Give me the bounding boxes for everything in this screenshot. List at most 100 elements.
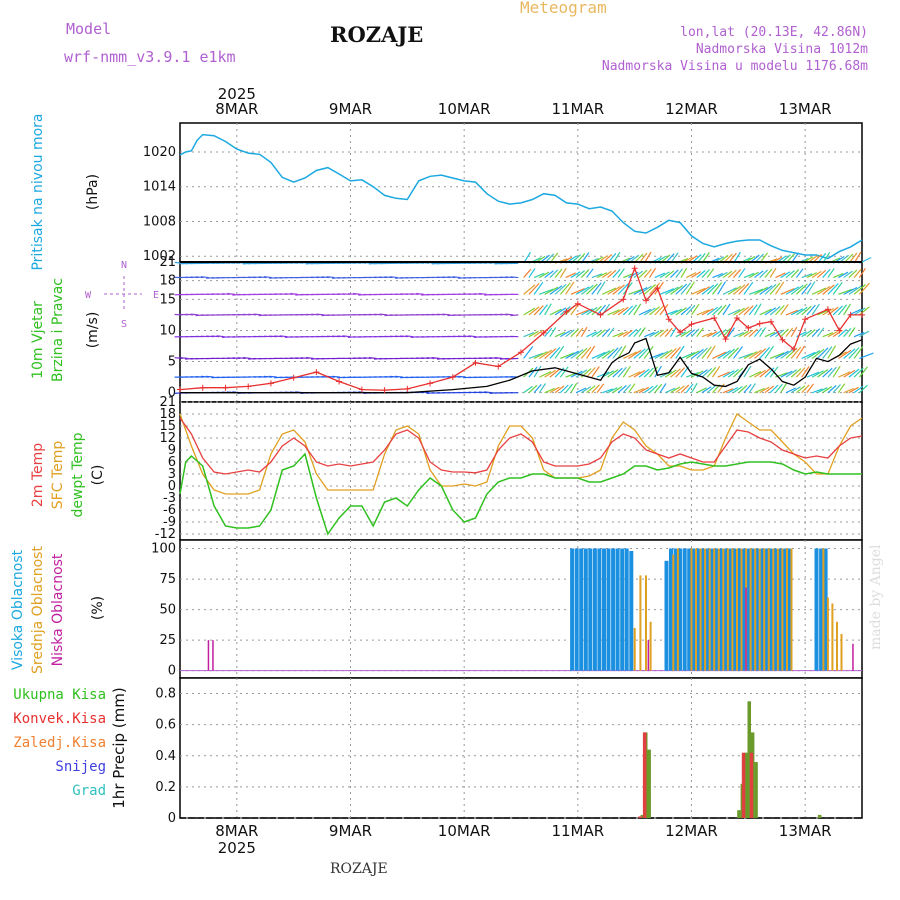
wind-arrow: [785, 369, 798, 378]
wind-arrow: [290, 292, 299, 295]
wind-arrow: [691, 287, 706, 295]
wind-speed-marker: [563, 308, 570, 315]
wind-speed-marker: [722, 336, 729, 343]
wind-arrow: [811, 348, 825, 359]
wind-arrow: [759, 386, 770, 394]
wind-arrow: [539, 288, 554, 295]
wind-arrow: [838, 288, 853, 295]
wind-arrow: [649, 282, 661, 295]
wind-arrow: [342, 335, 351, 338]
wind-arrow: [733, 307, 745, 316]
cloud-high-bar: [764, 548, 769, 671]
y-tick-label: 0: [168, 664, 176, 679]
wind-arrow: [675, 385, 685, 394]
wind-arrow: [649, 384, 659, 394]
wind-speed-marker: [404, 385, 411, 392]
wind-arrow: [785, 387, 797, 394]
x-tick-label-bottom: 11MAR: [551, 822, 604, 840]
cloud-high-bar: [606, 548, 611, 671]
y-tick-label: 1002: [143, 249, 176, 264]
wind-arrow: [654, 329, 664, 338]
wind-arrow: [843, 328, 852, 338]
wind-arrow: [559, 384, 569, 394]
wind-ylabel-1: 10m Vjetar: [30, 301, 46, 379]
wind-arrow: [727, 327, 735, 338]
wind-arrow: [523, 331, 535, 338]
wind-arrow: [680, 330, 691, 338]
wind-arrow: [190, 313, 199, 316]
wind-arrow: [400, 335, 409, 338]
wind-arrow: [759, 346, 771, 359]
wind-arrow: [743, 272, 755, 279]
wind-arrow: [638, 368, 650, 378]
cloud-high-bar: [741, 548, 746, 671]
wind-arrow: [539, 371, 552, 378]
wind-arrow: [754, 348, 767, 359]
wind-arrow: [675, 367, 686, 378]
wind-arrow: [560, 330, 571, 338]
wind-arrow: [685, 383, 694, 394]
wind-arrow: [838, 271, 849, 279]
wind-arrow: [591, 305, 602, 316]
lonlat-readout: lon,lat (20.13E, 42.86N): [680, 25, 868, 40]
wind-arrow: [607, 327, 615, 338]
wind-arrow: [305, 357, 314, 360]
wind-arrow: [670, 368, 681, 378]
cloud-high-bar: [723, 548, 728, 671]
wind-arrow: [659, 328, 669, 338]
wind-arrow: [701, 332, 713, 338]
wind-arrow: [478, 292, 487, 295]
x-tick-label-top: 8MAR: [215, 100, 258, 118]
wind-arrow: [764, 283, 777, 295]
cloud-mid-bar: [633, 627, 636, 671]
wind-arrow: [457, 375, 466, 378]
wind-speed-marker: [711, 315, 718, 321]
wind-arrow: [638, 327, 646, 338]
wind-arrow: [816, 327, 825, 338]
wind-arrow: [612, 386, 623, 394]
wind-arrow: [706, 345, 716, 359]
wind-arrow: [801, 273, 813, 279]
wind-arrow: [759, 269, 769, 278]
y-tick-label: 0.2: [155, 780, 176, 795]
wind-arrow: [544, 348, 557, 359]
wind-arrow: [691, 348, 704, 359]
wind-arrow: [701, 308, 714, 316]
wind-speed-marker: [222, 384, 229, 391]
precip-conv-bar: [642, 732, 647, 818]
wind-speed-marker: [779, 336, 786, 343]
wind-arrow: [817, 369, 829, 378]
wind-arrow: [591, 384, 600, 394]
wind-arrow: [727, 269, 737, 279]
wind-unit: (m/s): [85, 312, 101, 349]
y-tick-label: 0: [168, 479, 176, 494]
wind-arrow: [696, 286, 710, 295]
wind-arrow: [691, 303, 700, 316]
wind-arrow: [853, 284, 866, 295]
wind-arrow: [837, 383, 846, 394]
cloud-mid-bar: [840, 634, 843, 671]
y-tick-label: 1020: [143, 145, 176, 160]
wind-arrow: [665, 387, 676, 394]
cloud-low-bar: [745, 587, 747, 671]
cloud-high-bar: [682, 548, 687, 671]
wind-arrow: [633, 270, 644, 279]
wind-arrow: [838, 349, 852, 359]
wind-arrow: [696, 327, 704, 338]
wind-arrow: [570, 328, 580, 338]
wind-arrow: [654, 383, 663, 394]
wind-arrow: [796, 331, 807, 338]
wind-arrow: [785, 327, 794, 338]
wind-arrow: [680, 352, 696, 359]
wind-arrow: [607, 347, 619, 359]
precip-total-bar: [747, 701, 751, 818]
wind-arrow: [549, 386, 560, 394]
cloud-high-bar: [579, 548, 584, 671]
wind-arrow: [722, 287, 737, 295]
wind-arrow: [643, 385, 654, 394]
y-tick-label: 6: [168, 455, 176, 470]
precip-conv-bar: [638, 816, 642, 818]
wind-arrow: [738, 352, 754, 360]
wind-arrow: [505, 313, 514, 316]
wind-arrow: [811, 287, 827, 295]
